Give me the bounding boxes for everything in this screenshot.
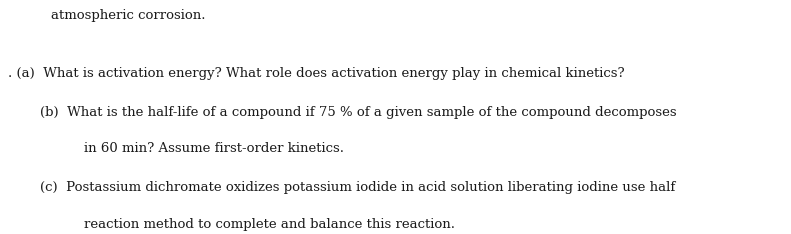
Text: in 60 min? Assume first-order kinetics.: in 60 min? Assume first-order kinetics.	[84, 142, 344, 155]
Text: (b)  What is the half-life of a compound if 75 % of a given sample of the compou: (b) What is the half-life of a compound …	[40, 106, 677, 119]
Text: reaction method to complete and balance this reaction.: reaction method to complete and balance …	[84, 218, 455, 231]
Text: . (a)  What is activation energy? What role does activation energy play in chemi: . (a) What is activation energy? What ro…	[8, 66, 625, 80]
Text: atmospheric corrosion.: atmospheric corrosion.	[51, 9, 205, 22]
Text: (c)  Postassium dichromate oxidizes potassium iodide in acid solution liberating: (c) Postassium dichromate oxidizes potas…	[40, 181, 676, 194]
